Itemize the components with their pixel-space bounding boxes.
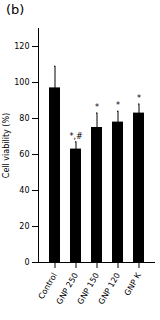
- svg-text:Cell viability (%): Cell viability (%): [2, 113, 11, 178]
- svg-text:GNP 120: GNP 120: [97, 271, 122, 306]
- svg-text:*,#: *,#: [69, 132, 83, 141]
- svg-text:20: 20: [19, 222, 29, 231]
- html-text:(b): (b): [6, 2, 25, 17]
- svg-text:120: 120: [14, 42, 29, 51]
- svg-text:GNP K: GNP K: [123, 271, 144, 298]
- svg-text:GNP 250: GNP 250: [54, 271, 80, 306]
- svg-text:GNP 150: GNP 150: [75, 271, 101, 306]
- svg-text:100: 100: [14, 78, 29, 87]
- svg-text:*: *: [137, 94, 141, 103]
- svg-text:60: 60: [19, 150, 29, 159]
- svg-text:*: *: [95, 103, 99, 112]
- svg-text:0: 0: [24, 258, 29, 267]
- svg-text:Control: Control: [37, 271, 59, 301]
- svg-text:*: *: [116, 101, 120, 110]
- svg-text:40: 40: [19, 186, 29, 195]
- svg-text:80: 80: [19, 114, 29, 123]
